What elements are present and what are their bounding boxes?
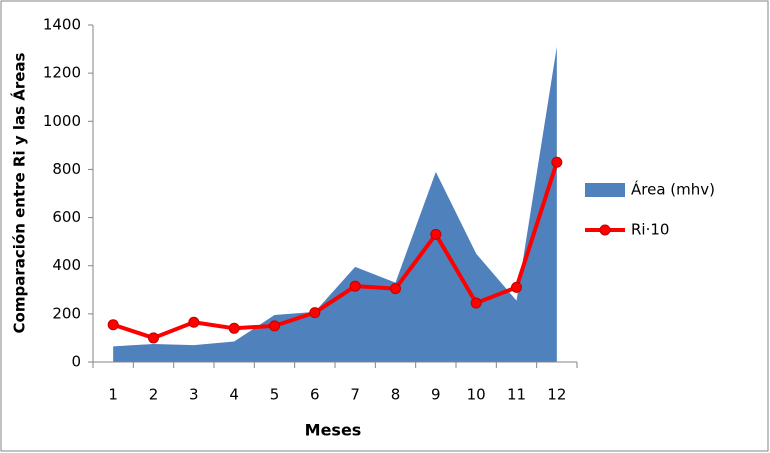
x-tick-label: 6 <box>310 386 320 404</box>
x-axis-title: Meses <box>305 421 362 440</box>
legend-marker <box>599 224 611 236</box>
x-tick-label: 9 <box>431 386 441 404</box>
y-tick-label: 1000 <box>43 112 81 130</box>
y-tick-label: 1400 <box>43 16 81 34</box>
y-tick-label: 400 <box>52 256 81 274</box>
marker <box>148 332 159 344</box>
x-tick-label: 3 <box>189 386 199 404</box>
x-tick-label: 4 <box>229 386 239 404</box>
y-tick-label: 1200 <box>43 64 81 82</box>
legend-label: Ri·10 <box>631 221 669 239</box>
marker <box>309 307 321 319</box>
marker <box>269 320 280 332</box>
y-tick-label: 0 <box>71 353 81 371</box>
marker <box>349 280 361 292</box>
y-tick-label: 600 <box>52 208 81 226</box>
x-tick-label: 5 <box>270 386 280 404</box>
x-tick-label: 1 <box>108 386 118 404</box>
x-tick-label: 10 <box>467 386 486 404</box>
marker <box>107 319 119 331</box>
x-tick-label: 2 <box>149 386 159 404</box>
x-tick-label: 8 <box>391 386 401 404</box>
area <box>113 46 557 363</box>
legend-swatch <box>585 183 625 197</box>
x-tick-label: 12 <box>547 386 566 404</box>
marker <box>551 156 563 168</box>
legend-label: Área (mhv) <box>631 180 715 199</box>
marker <box>228 322 240 334</box>
y-axis-title: Comparación entre Ri y las Áreas <box>10 52 29 333</box>
x-tick-label: 7 <box>350 386 360 404</box>
marker <box>430 228 442 240</box>
line <box>112 161 559 340</box>
x-tick-label: 11 <box>507 386 526 404</box>
marker <box>188 316 200 328</box>
y-tick-label: 200 <box>52 304 81 322</box>
marker <box>390 283 401 295</box>
marker <box>470 297 482 309</box>
y-tick-label: 800 <box>52 160 81 178</box>
marker <box>511 281 522 293</box>
